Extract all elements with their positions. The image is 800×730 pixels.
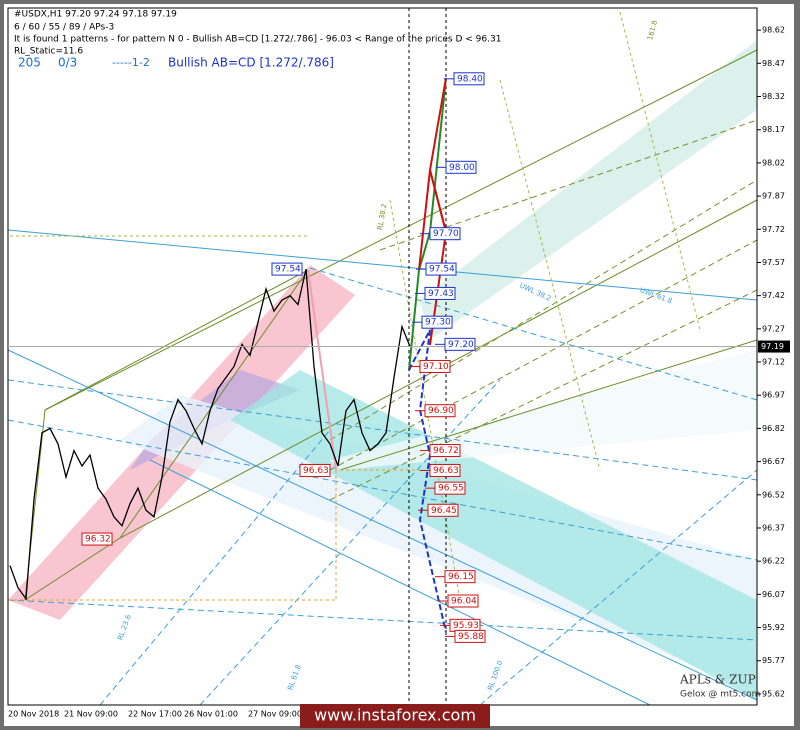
level-label: 97.30 [425,318,451,328]
decor [7,7,758,706]
x-tick-label: 21 Nov 09:00 [64,710,118,719]
level-box [429,227,461,241]
level-label: 98.40 [457,74,483,84]
y-tick-label: 96.37 [762,523,785,532]
y-tick-label: 98.17 [762,125,785,134]
y-tick-label: 96.22 [762,557,785,566]
y-tick-label: 96.67 [762,457,785,466]
level-box [434,481,466,495]
level-box [444,337,476,351]
info: Bullish AB=CD [1.272/.786] [168,56,334,70]
last-price-label: 97.19 [761,342,784,351]
level-box [424,404,456,418]
pattern-point-box [299,463,331,477]
y-tick-label: 97.57 [762,258,785,267]
level-label: 95.88 [458,632,484,642]
level-box [427,503,459,517]
y-tick-label: 95.92 [762,623,785,632]
x-tick-label: 26 Nov 01:00 [184,710,238,719]
y-tick-label: 95.62 [762,689,785,698]
y-tick-label: 96.07 [762,590,785,599]
watermark: www.instaforex.com [314,706,476,725]
brand: APLs & ZUP [679,673,756,687]
level-label: 96.45 [431,506,457,516]
y-tick-label: 96.97 [762,391,785,400]
level-label: 97.20 [448,340,474,350]
title: #USDX,H1 97.20 97.24 97.18 97.19 [14,10,177,20]
pattern-point-label: 96.63 [303,466,329,476]
level-box [445,160,477,174]
y-tick-label: 97.42 [762,291,785,300]
brand-sub: Gelox @ mt5.com [680,690,760,700]
level-label: 97.54 [429,265,455,275]
level-box [424,286,456,300]
pattern-point-box [271,262,303,276]
y-tick-label: 97.72 [762,225,785,234]
y-tick-label: 98.62 [762,26,785,35]
level-label: 97.43 [428,289,454,299]
y-tick-label: 98.02 [762,158,785,167]
level-box [429,463,461,477]
y-tick-label: 95.77 [762,656,785,665]
level-label: 97.10 [423,362,449,372]
level-box [419,359,451,373]
header-line: 6 / 60 / 55 / 89 / APs-3 [14,23,114,33]
info: 205 [18,56,41,70]
level-box [425,262,457,276]
x-tick-label: 20 Nov 2018 [8,710,59,719]
watermark-bg [300,704,490,728]
level-label: 96.55 [438,484,464,494]
level-label: 96.90 [428,406,454,416]
info: -----1-2 [112,56,150,69]
last-price-tag [758,340,790,353]
level-label: 95.93 [453,621,479,631]
level-box [444,570,476,584]
pattern-point-box [81,532,113,546]
y-tick-label: 97.87 [762,192,785,201]
level-label: 96.04 [451,597,477,607]
level-label: 96.72 [433,446,459,456]
pattern-point-label: 96.32 [85,535,111,545]
level-box [454,629,486,643]
x-tick-label: 22 Nov 17:00 [128,710,182,719]
level-label: 98.00 [449,163,475,173]
header-line: It is found 1 patterns - for pattern N 0… [14,35,501,45]
level-label: 97.70 [433,229,459,239]
y-tick-label: 98.47 [762,59,785,68]
price-line [9,268,411,601]
level-label: 96.15 [448,572,474,582]
level-box [453,72,485,86]
header-line: RL_Static=11.6 [14,47,83,57]
x-tick-label: 27 Nov 09:00 [248,710,302,719]
y-tick-label: 97.27 [762,324,785,333]
y-tick-label: 96.52 [762,490,785,499]
level-box [447,594,479,608]
y-tick-label: 98.32 [762,92,785,101]
level-label: 96.63 [433,466,459,476]
y-tick-label: 96.82 [762,424,785,433]
info: 0/3 [58,56,77,70]
level-box [429,444,461,458]
level-box [421,315,453,329]
pattern-point-label: 97.54 [275,265,301,275]
y-tick-label: 97.12 [762,358,785,367]
